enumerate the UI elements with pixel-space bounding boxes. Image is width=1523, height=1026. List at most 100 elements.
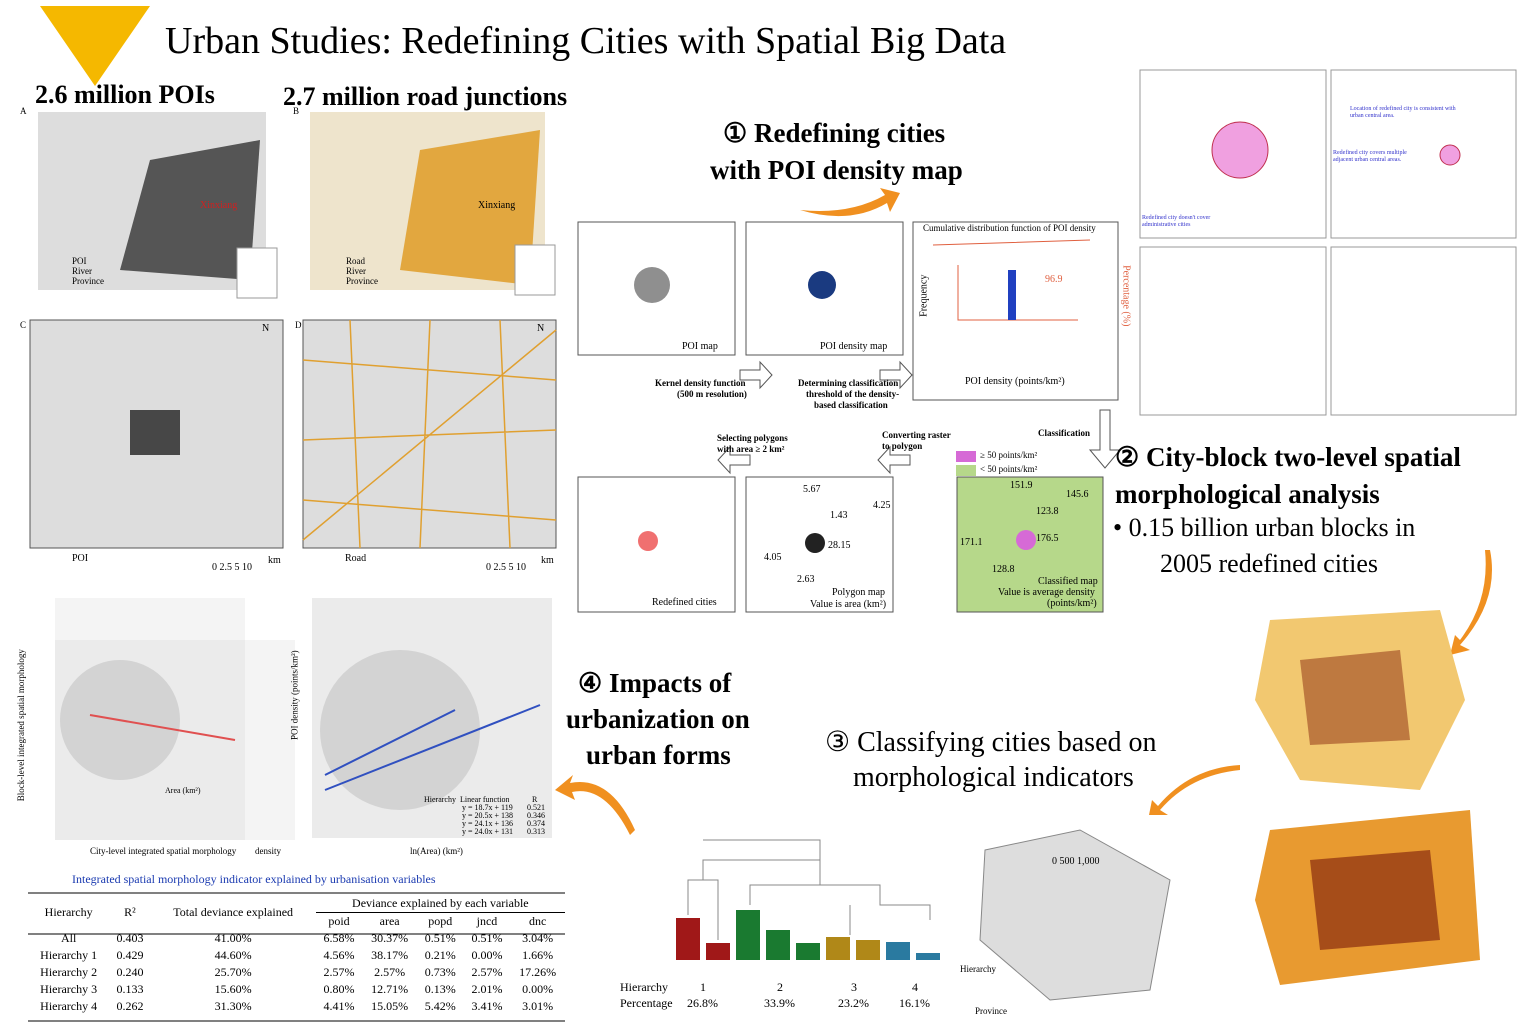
legend: 0.313 (527, 827, 545, 836)
heading: 2.7 million road junctions (283, 82, 568, 111)
cell: 0.21% (424, 948, 456, 962)
cell: 2.57% (471, 965, 503, 979)
polygon (805, 533, 825, 553)
heading: with POI density map (710, 155, 963, 185)
cdf-line (932, 239, 1091, 321)
scale: km (541, 555, 554, 566)
city-label: Xinxiang (200, 200, 238, 211)
cell: 38.17% (371, 948, 409, 962)
label: Hierarchy (620, 980, 668, 994)
arrow (800, 188, 900, 217)
caption: POI map (682, 341, 718, 352)
value: 4.25 (873, 500, 891, 511)
city-label: Xinxiang (478, 200, 516, 211)
cell: poid (328, 914, 350, 928)
arrow (555, 775, 635, 835)
value: 171.1 (960, 537, 983, 548)
heading: urban forms (586, 740, 731, 770)
axis-label: density (255, 846, 281, 856)
legend: Hierarchy (960, 964, 996, 974)
north: N (262, 323, 270, 334)
caption: Kernel density function (655, 378, 746, 388)
legend: y = 18.7x + 119 (462, 803, 513, 812)
cell: dnc (528, 914, 547, 928)
cell: 3.41% (471, 999, 503, 1013)
label: 1 (700, 980, 706, 994)
cell: Hierarchy (44, 905, 93, 919)
cell: Total deviance explained (173, 905, 294, 919)
cell: 4.41% (323, 999, 355, 1013)
cell: 31.30% (214, 999, 252, 1013)
cell: 1.66% (522, 948, 554, 962)
legend: ≥ 50 points/km² (980, 450, 1038, 460)
panel-label: C (20, 320, 27, 330)
triangle (40, 6, 150, 86)
legend: Road (345, 553, 367, 564)
cell: 0.13% (424, 982, 456, 996)
inset (236, 247, 278, 299)
cell: Deviance explained by each variable (315, 895, 565, 913)
cdf-bar (1008, 270, 1016, 320)
legend: POI (72, 553, 89, 564)
block-core (1310, 850, 1440, 950)
cell: 17.26% (519, 965, 557, 979)
legend: 0.521 (527, 803, 545, 812)
arrow (1088, 409, 1122, 469)
cell: 15.05% (371, 999, 409, 1013)
label: 26.8% (687, 996, 718, 1010)
title: Urban Studies: Redefining Cities with Sp… (165, 20, 1007, 62)
axis-label: POI density (points/km²) (965, 376, 1065, 387)
table-title: Integrated spatial morphology indicator … (72, 872, 436, 886)
cell: popd (428, 914, 453, 928)
legend: Area (km²) (165, 786, 201, 795)
cell: 30.37% (371, 931, 409, 945)
legend: POI (72, 256, 87, 266)
cell: R² (124, 905, 136, 919)
cell: 0.73% (424, 965, 456, 979)
cell: 12.71% (371, 982, 409, 996)
value: 28.15 (828, 540, 851, 551)
caption: Determining classification (798, 378, 899, 388)
bullet: • 0.15 billion urban blocks in (1113, 513, 1416, 542)
cell: Hierarchy 2 (40, 965, 98, 979)
fit-line (89, 714, 236, 741)
cell: 0.00% (471, 948, 503, 962)
poi-dots (634, 267, 670, 303)
value: 145.6 (1066, 489, 1089, 500)
heading: urbanization on (566, 704, 750, 734)
panel-label: B (293, 106, 300, 116)
label: 33.9% (764, 996, 795, 1010)
cell: 0.262 (116, 999, 144, 1013)
caption: Polygon map (832, 587, 886, 598)
city (638, 531, 658, 551)
caption: Value is area (km²) (810, 599, 887, 610)
right-maps (1139, 69, 1517, 416)
caption: Redefined cities (652, 597, 717, 608)
axis-label: City-level integrated spatial morphology (90, 846, 237, 856)
cell: 0.80% (323, 982, 355, 996)
cell: 0.51% (471, 931, 503, 945)
cell: Hierarchy 1 (40, 948, 98, 962)
cell: 0.429 (116, 948, 144, 962)
label: 3 (851, 980, 857, 994)
poi-cloud (120, 140, 260, 280)
cell: 15.60% (214, 982, 252, 996)
inset (514, 244, 556, 296)
legend: Province (72, 276, 104, 286)
map-d (302, 319, 557, 549)
label: 4 (912, 980, 918, 994)
heading: ① Redefining cities (723, 118, 946, 148)
bullet: 2005 redefined cities (1160, 549, 1379, 578)
legend: Linear function (460, 795, 510, 804)
cell: 2.57% (374, 965, 406, 979)
legend: River (346, 266, 366, 276)
panel-label: D (295, 320, 302, 330)
arrow (717, 445, 751, 475)
density-core (808, 271, 836, 299)
cell: 0.133 (116, 982, 144, 996)
arrow (877, 445, 911, 475)
heading: ② City-block two-level spatial (1115, 442, 1461, 472)
legend: < 50 points/km² (980, 464, 1038, 474)
